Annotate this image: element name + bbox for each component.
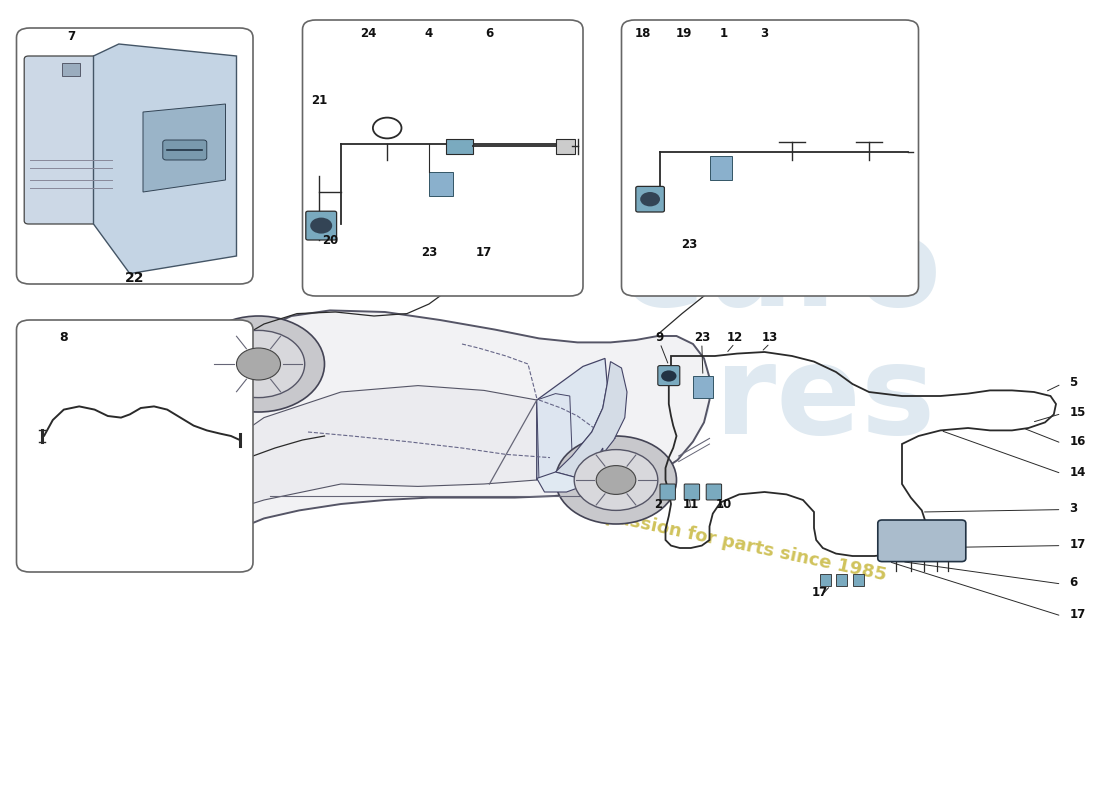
FancyBboxPatch shape [16,28,253,284]
Text: 3: 3 [1069,502,1077,514]
Text: 16: 16 [1069,435,1086,448]
FancyBboxPatch shape [16,320,253,572]
Text: 12: 12 [727,331,742,344]
FancyBboxPatch shape [556,139,575,154]
Text: 21: 21 [311,94,327,106]
Text: 23: 23 [421,246,437,258]
FancyBboxPatch shape [24,56,118,224]
Text: 9: 9 [656,331,664,344]
FancyBboxPatch shape [658,366,680,386]
Text: euro: euro [620,211,942,333]
Circle shape [236,348,280,380]
FancyBboxPatch shape [693,376,713,398]
Circle shape [192,316,324,412]
FancyBboxPatch shape [706,484,722,500]
Text: 17: 17 [476,246,492,258]
Text: a passion for parts since 1985: a passion for parts since 1985 [586,503,888,585]
Text: 22: 22 [124,270,144,285]
Text: 7: 7 [67,30,76,42]
FancyBboxPatch shape [836,574,847,586]
Polygon shape [537,358,607,480]
Polygon shape [537,448,603,492]
Polygon shape [143,104,226,192]
Text: 17: 17 [1069,538,1086,550]
Text: 1: 1 [719,27,728,40]
Text: 15: 15 [1069,406,1086,418]
FancyBboxPatch shape [710,156,732,180]
FancyBboxPatch shape [62,63,80,76]
Text: 2: 2 [653,498,662,510]
FancyBboxPatch shape [429,172,453,196]
Text: 8: 8 [59,331,68,344]
Polygon shape [94,44,236,274]
Text: 11: 11 [683,498,698,510]
Text: 4: 4 [425,27,433,40]
Circle shape [310,218,332,234]
Polygon shape [204,386,537,516]
Text: 18: 18 [635,27,650,40]
Circle shape [661,370,676,382]
Text: 3: 3 [760,27,769,40]
FancyBboxPatch shape [163,140,207,160]
Text: 24: 24 [361,27,376,40]
Text: 13: 13 [762,331,778,344]
Circle shape [556,436,676,524]
Text: 23: 23 [682,238,697,250]
Text: 14: 14 [1069,466,1086,478]
Polygon shape [192,310,710,546]
Text: 23: 23 [694,331,710,344]
FancyBboxPatch shape [684,484,700,500]
FancyBboxPatch shape [446,139,473,154]
FancyBboxPatch shape [878,520,966,562]
Polygon shape [192,456,204,528]
Text: 6: 6 [1069,576,1078,589]
Text: 10: 10 [716,498,732,510]
Polygon shape [556,362,627,478]
Text: 19: 19 [676,27,692,40]
Circle shape [640,192,660,206]
Text: bres: bres [626,339,936,461]
FancyBboxPatch shape [621,20,918,296]
Polygon shape [537,394,572,482]
Circle shape [574,450,658,510]
Circle shape [212,330,305,398]
FancyBboxPatch shape [820,574,830,586]
Circle shape [596,466,636,494]
Text: 17: 17 [812,586,827,598]
FancyBboxPatch shape [852,574,864,586]
FancyBboxPatch shape [660,484,675,500]
FancyBboxPatch shape [302,20,583,296]
Text: 20: 20 [322,234,338,246]
FancyBboxPatch shape [306,211,337,240]
Text: 6: 6 [485,27,494,40]
Text: 5: 5 [1069,376,1078,389]
Text: 17: 17 [1069,608,1086,621]
FancyBboxPatch shape [636,186,664,212]
